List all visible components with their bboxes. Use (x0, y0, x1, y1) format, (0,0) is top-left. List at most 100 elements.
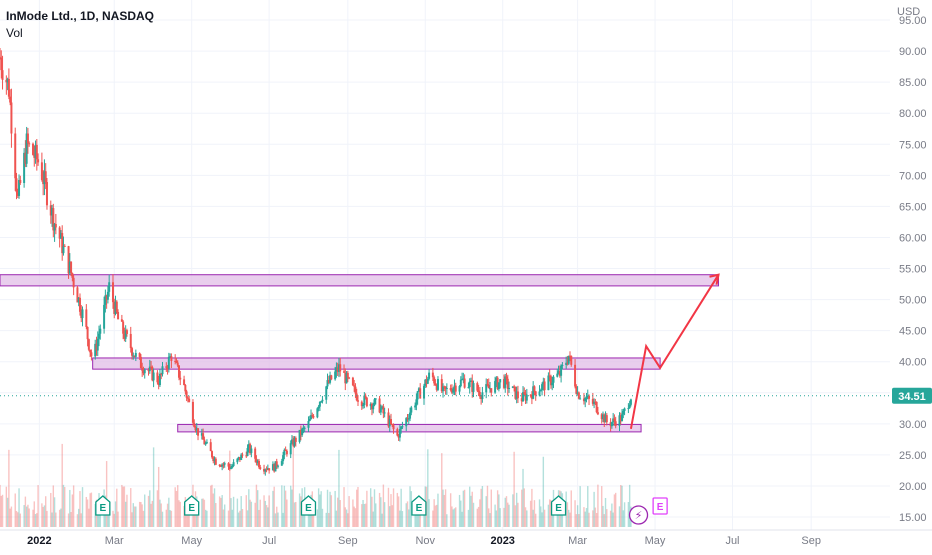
candle-body (557, 371, 560, 374)
volume-bar (463, 489, 466, 527)
symbol-title[interactable]: InMode Ltd., 1D, NASDAQ (6, 9, 154, 23)
candle-body (561, 364, 564, 366)
volume-bar (265, 505, 268, 527)
volume-bar (498, 494, 500, 527)
price-tick-label: 75.00 (899, 139, 927, 151)
earnings-marker (184, 495, 200, 516)
candle-body (103, 304, 106, 329)
candle-body (62, 245, 65, 254)
candle-body (7, 78, 10, 97)
volume-bar (50, 492, 52, 527)
volume-bar (540, 506, 542, 527)
candle-body (330, 375, 333, 380)
volume-bar (138, 501, 141, 527)
earnings-marker (95, 495, 111, 516)
volume-bar (130, 488, 132, 527)
volume-bar (204, 509, 207, 527)
candle-body (520, 398, 523, 402)
candle-body (478, 391, 481, 397)
volume-bar (470, 495, 472, 527)
volume-bar (206, 510, 208, 527)
volume-bar (543, 509, 546, 527)
volume-bar (117, 511, 119, 527)
candle-body (462, 378, 465, 380)
candle-body (417, 388, 420, 392)
candle-body (59, 232, 62, 239)
candle-body (463, 378, 466, 388)
volume-bar (363, 503, 366, 527)
candle-body (43, 171, 46, 185)
candle-body (292, 439, 295, 446)
volume-bar (535, 513, 537, 527)
volume-bar (156, 490, 159, 527)
volume-bar (241, 509, 244, 527)
candle-body (52, 208, 55, 231)
volume-bar (408, 509, 410, 527)
volume-bar (46, 510, 48, 527)
volume-bar (86, 499, 89, 527)
volume-bar (55, 512, 57, 527)
candle-body (9, 96, 12, 103)
candle-body (593, 401, 596, 404)
candle-body (42, 179, 45, 185)
volume-bar (542, 456, 545, 527)
candle-body (221, 464, 224, 467)
candle-body (566, 362, 569, 364)
volume-bar (58, 509, 61, 527)
volume-bar (486, 485, 489, 527)
candle-body (539, 390, 542, 392)
volume-bar (481, 486, 484, 527)
volume-bar (469, 486, 471, 527)
candle-body (486, 384, 489, 386)
time-tick-label: Mar (105, 535, 124, 547)
volume-bar (409, 486, 411, 527)
candle-body (125, 330, 128, 334)
candle-body (618, 415, 621, 426)
volume-bar (131, 512, 133, 527)
candle-body (257, 460, 260, 468)
candle-body (409, 412, 412, 419)
volume-bar (161, 511, 164, 527)
candle-body (477, 390, 480, 392)
candle-body (214, 458, 217, 465)
volume-bar (361, 504, 363, 527)
price-tick-label: 40.00 (899, 357, 927, 369)
candle-body (23, 152, 26, 183)
volume-bar (210, 485, 212, 527)
candle-body (485, 384, 488, 393)
volume-bar (416, 507, 419, 527)
volume-bar (364, 503, 367, 527)
candle-body (595, 401, 598, 413)
candle-body (113, 302, 116, 314)
volume-bar (240, 496, 242, 527)
volume-bar (334, 490, 336, 527)
price-tick-label: 15.00 (899, 512, 927, 524)
candle-body (183, 379, 186, 386)
volume-bar (592, 510, 594, 527)
volume-label[interactable]: Vol (6, 26, 23, 40)
volume-bar (166, 503, 169, 527)
candle-body (425, 379, 428, 384)
candle-body (582, 398, 585, 402)
volume-bar (312, 506, 315, 527)
candle-body (274, 461, 277, 472)
volume-bar (15, 510, 18, 527)
candle-body (396, 429, 399, 436)
volume-bar (10, 506, 13, 527)
candle-body (533, 386, 536, 392)
volume-bar (78, 508, 80, 527)
volume-bar (476, 508, 479, 527)
volume-bar (41, 503, 43, 527)
volume-bar (335, 510, 338, 527)
candle-body (419, 388, 422, 399)
earnings-marker (300, 495, 317, 516)
volume-bar (255, 484, 258, 527)
volume-bar (231, 509, 234, 527)
candle-body (265, 469, 268, 471)
candle-body (115, 301, 118, 312)
candle-body (188, 398, 191, 402)
volume-bar (442, 489, 444, 527)
candle-body (167, 356, 170, 369)
